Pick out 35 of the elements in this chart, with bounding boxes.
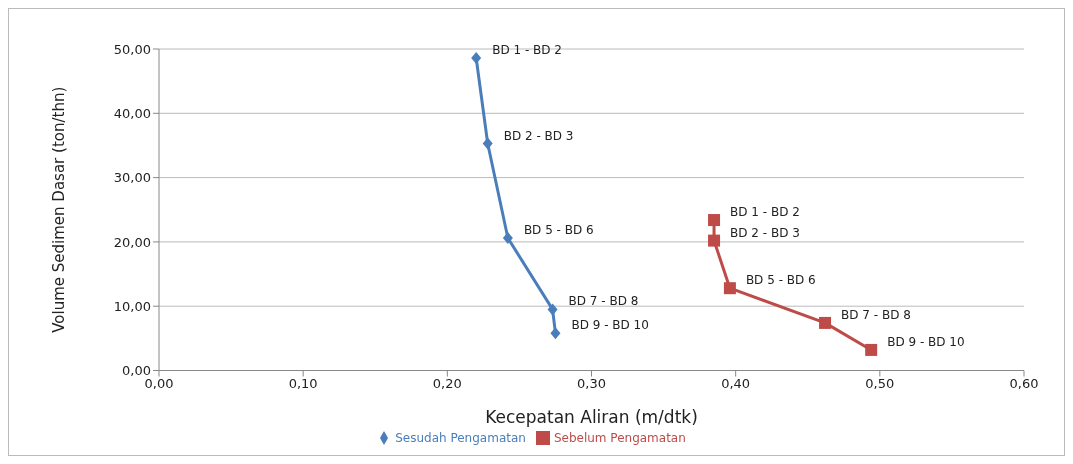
annotation: BD 1 - BD 2 xyxy=(730,205,800,220)
x-axis-title: Kecepatan Aliran (m/dtk) xyxy=(485,406,698,427)
y-tick-label: 40,00 xyxy=(113,105,151,121)
y-tick-label: 10,00 xyxy=(113,298,151,314)
annotation: BD 9 - BD 10 xyxy=(887,334,965,349)
point xyxy=(819,316,832,329)
annotation: BD 7 - BD 8 xyxy=(568,294,639,309)
x-tick-label: 0,20 xyxy=(432,375,462,391)
point xyxy=(708,214,721,227)
y-axis-title: Volume Sedimen Dasar (ton/thn) xyxy=(50,86,69,333)
point xyxy=(547,303,558,316)
legend-label: Sesudah Pengamatan xyxy=(395,430,526,445)
point xyxy=(482,137,493,150)
annotation: BD 7 - BD 8 xyxy=(841,307,911,322)
annotation: BD 2 - BD 3 xyxy=(730,225,800,240)
x-tick-label: 0,10 xyxy=(288,375,318,391)
y-tick-label: 50,00 xyxy=(113,41,151,57)
x-tick-label: 0,50 xyxy=(865,375,895,391)
y-tick-label: 20,00 xyxy=(113,234,151,250)
annotation: BD 9 - BD 10 xyxy=(571,318,649,333)
point xyxy=(723,282,736,295)
annotation: BD 5 - BD 6 xyxy=(745,273,816,288)
annotation: BD 5 - BD 6 xyxy=(523,223,594,238)
legend-label: Sebelum Pengamatan xyxy=(553,430,686,445)
point xyxy=(865,343,878,356)
x-tick-label: 0,30 xyxy=(577,375,606,391)
point xyxy=(550,327,561,340)
y-tick-label: 30,00 xyxy=(113,170,151,186)
point xyxy=(502,232,513,245)
annotation: BD 2 - BD 3 xyxy=(503,128,574,143)
annotation: BD 1 - BD 2 xyxy=(492,43,562,57)
x-tick-label: 0,60 xyxy=(1009,375,1039,391)
point xyxy=(471,52,482,64)
x-tick-label: 0,40 xyxy=(721,375,751,391)
point xyxy=(708,234,721,247)
